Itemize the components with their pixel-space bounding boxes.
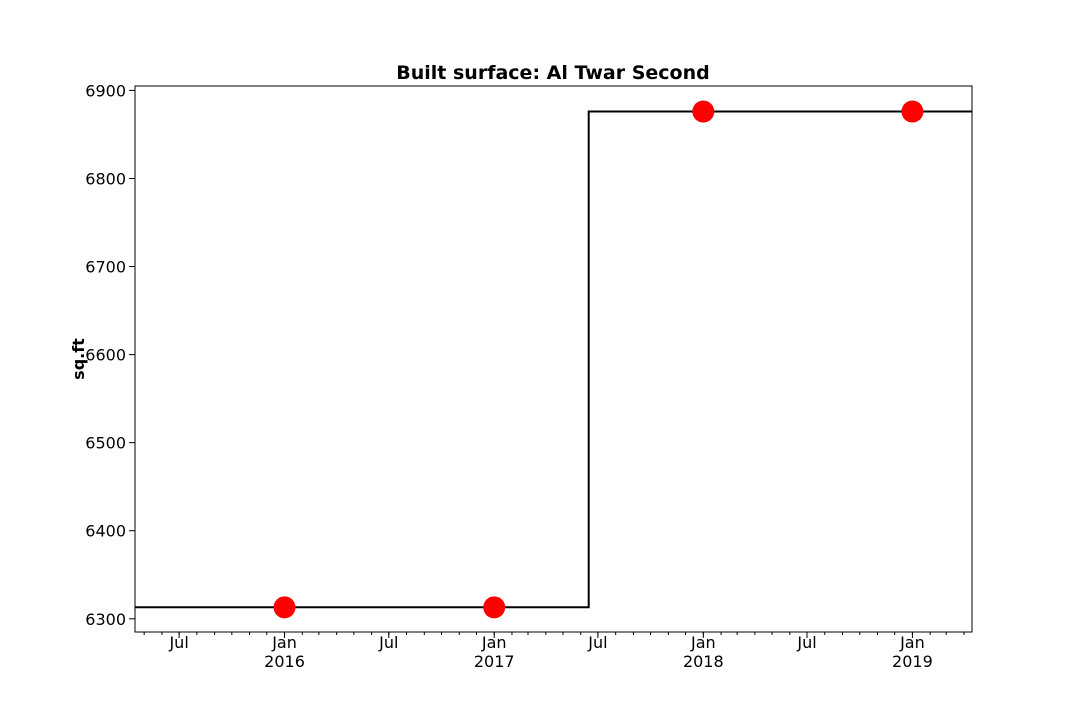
x-tick-year-label: 2019 bbox=[892, 652, 933, 671]
x-tick-year-label: 2018 bbox=[683, 652, 724, 671]
x-tick-label: Jul bbox=[587, 633, 607, 652]
data-point bbox=[273, 596, 296, 619]
x-tick-label: Jan bbox=[899, 633, 925, 652]
data-point bbox=[692, 100, 715, 123]
data-point bbox=[901, 100, 924, 123]
plot-frame bbox=[134, 85, 973, 633]
x-tick-label: Jul bbox=[796, 633, 816, 652]
y-tick-label: 6800 bbox=[85, 169, 126, 188]
x-tick-label: Jan bbox=[481, 633, 507, 652]
y-tick-label: 6700 bbox=[85, 258, 126, 277]
x-tick-label: Jul bbox=[168, 633, 188, 652]
x-tick-label: Jan bbox=[690, 633, 716, 652]
y-tick-label: 6400 bbox=[85, 522, 126, 541]
series-line bbox=[135, 110, 972, 609]
y-tick-label: 6300 bbox=[85, 610, 126, 629]
x-tick-label: Jul bbox=[378, 633, 398, 652]
x-tick-year-label: 2016 bbox=[264, 652, 305, 671]
x-tick-label: Jan bbox=[271, 633, 297, 652]
x-tick-year-label: 2017 bbox=[474, 652, 515, 671]
y-tick-label: 6900 bbox=[85, 81, 126, 100]
y-tick-label: 6500 bbox=[85, 434, 126, 453]
data-point bbox=[483, 596, 506, 619]
y-axis-label: sq.ft bbox=[69, 338, 88, 380]
y-tick-label: 6600 bbox=[85, 346, 126, 365]
chart-title: Built surface: Al Twar Second bbox=[396, 62, 709, 84]
